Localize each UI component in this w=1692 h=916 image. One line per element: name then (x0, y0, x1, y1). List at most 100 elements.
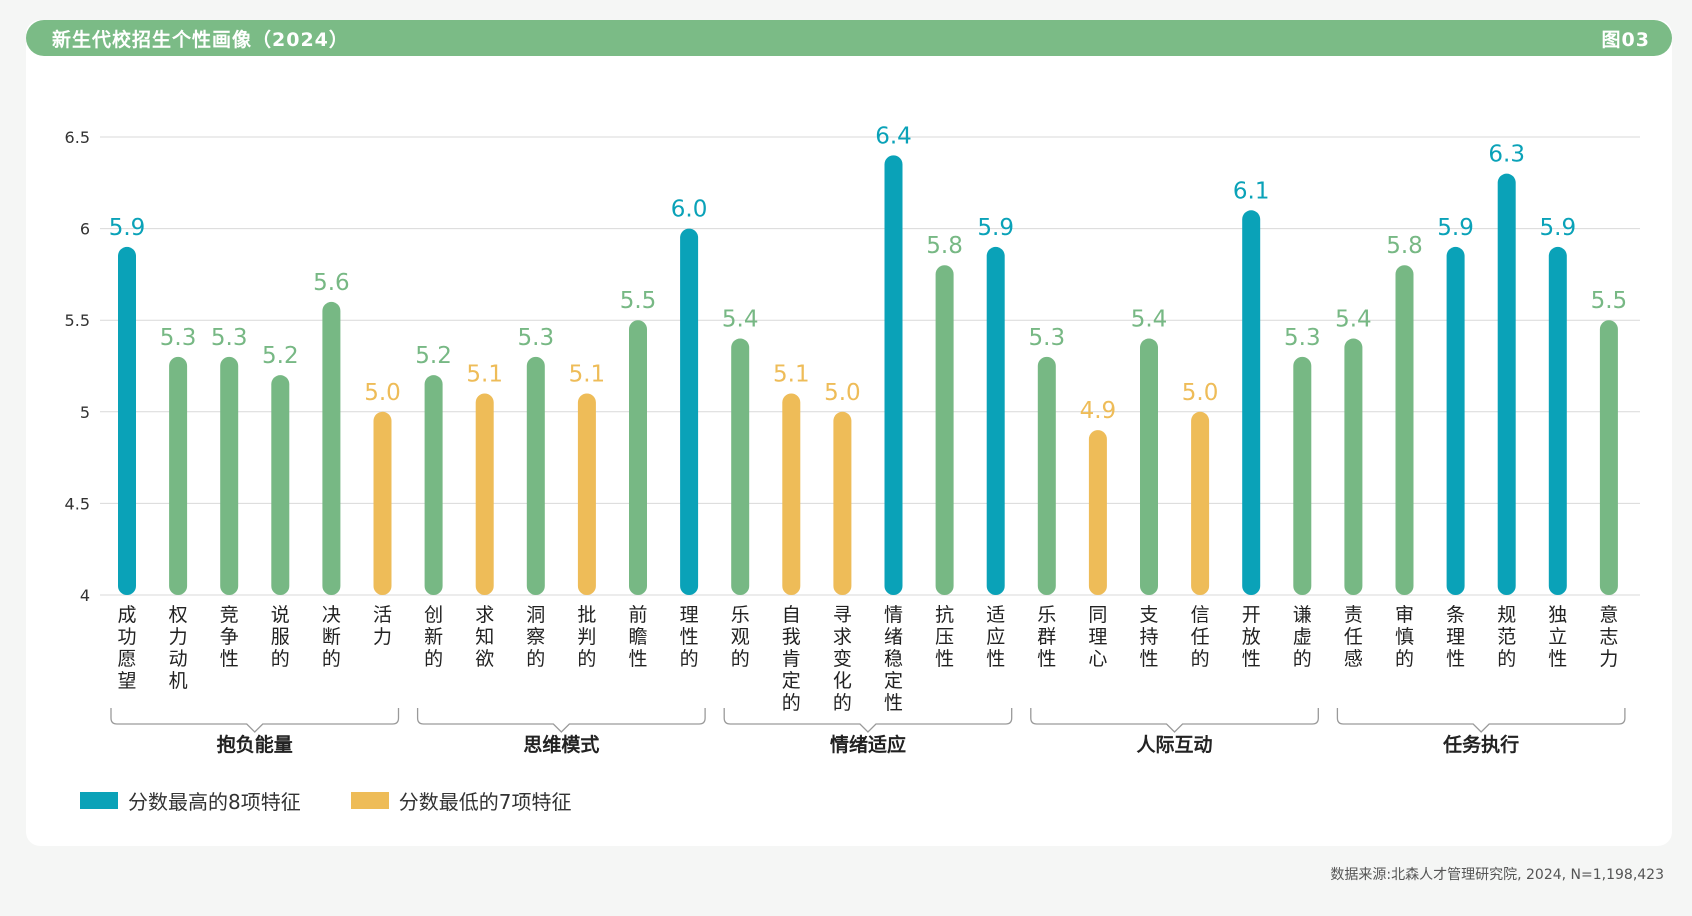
category-label-char: 责 (1344, 604, 1363, 626)
group-label: 抱负能量 (217, 733, 293, 756)
bar (1395, 265, 1414, 595)
data-label: 5.3 (1029, 325, 1066, 351)
category-label-char: 肯 (782, 648, 801, 670)
category-label-char: 的 (322, 648, 341, 670)
category-label-char: 绪 (884, 626, 903, 648)
category-label-char: 性 (1037, 648, 1056, 670)
data-label: 5.0 (824, 380, 861, 406)
category-label-char: 功 (117, 626, 136, 648)
data-label: 6.0 (671, 197, 708, 223)
category-label-char: 望 (117, 670, 136, 692)
category-label-char: 开 (1242, 604, 1261, 626)
data-label: 5.2 (415, 343, 452, 369)
bar (118, 246, 136, 596)
category-label-char: 瞻 (628, 626, 647, 648)
category-label-char: 创 (424, 604, 443, 626)
bar (424, 375, 443, 595)
category-label-char: 权 (169, 604, 188, 626)
bar (884, 155, 903, 595)
category-label-char: 求 (475, 604, 494, 626)
legend-item-low: 分数最低的7项特征 (350, 786, 571, 815)
category-label-char: 判 (577, 626, 596, 648)
bar (373, 411, 392, 595)
bar (322, 301, 341, 595)
category-label-char: 理 (1088, 626, 1107, 648)
category-label-char: 欲 (475, 648, 494, 670)
legend-swatch-high (80, 792, 118, 809)
group-bracket (723, 708, 1013, 733)
category-label-char: 的 (1395, 648, 1414, 670)
data-label: 5.9 (1540, 215, 1577, 241)
category-label-char: 持 (1139, 626, 1158, 648)
legend-label-high: 分数最高的8项特征 (128, 790, 301, 814)
category-label-char: 同 (1088, 604, 1107, 626)
bar (1599, 320, 1618, 595)
category-label-char: 的 (731, 648, 750, 670)
group-label: 情绪适应 (830, 733, 906, 756)
legend: 分数最高的8项特征 分数最低的7项特征 (80, 786, 571, 815)
category-label-char: 的 (1191, 648, 1210, 670)
category-label-char: 力 (373, 626, 392, 648)
bar (1191, 411, 1210, 595)
category-label-char: 信 (1191, 604, 1210, 626)
category-label-char: 应 (986, 626, 1005, 648)
bar (1446, 246, 1465, 596)
category-label-char: 审 (1395, 604, 1414, 626)
category-label-char: 批 (577, 604, 596, 626)
category-label-char: 性 (1446, 648, 1465, 670)
bar (935, 265, 954, 595)
category-label-char: 理 (680, 604, 699, 626)
y-tick-label: 4 (80, 586, 90, 605)
category-label-char: 性 (986, 648, 1005, 670)
category-label-char: 的 (833, 692, 852, 714)
bar (577, 393, 596, 595)
bar (1140, 338, 1158, 595)
category-label-char: 放 (1242, 626, 1261, 648)
group-bracket (110, 708, 400, 733)
data-label: 5.5 (1591, 288, 1628, 314)
category-label-char: 的 (271, 648, 290, 670)
bar (220, 356, 239, 595)
data-source: 数据来源:北森人才管理研究院, 2024, N=1,198,423 (1330, 867, 1664, 883)
data-label: 6.1 (1233, 178, 1270, 204)
category-label-char: 力 (169, 626, 188, 648)
bar (169, 356, 188, 595)
category-label-char: 观 (731, 626, 750, 648)
category-label-char: 服 (271, 626, 290, 648)
category-label-char: 志 (1599, 626, 1618, 648)
bar (1037, 356, 1056, 595)
bar (475, 393, 494, 595)
data-label: 5.4 (1335, 307, 1372, 333)
data-label: 5.3 (211, 325, 248, 351)
data-label: 5.6 (313, 270, 350, 296)
figure-number: 图03 (1601, 28, 1650, 51)
category-label-char: 乐 (731, 604, 750, 626)
data-label: 5.9 (109, 215, 146, 241)
category-label-char: 性 (220, 648, 239, 670)
category-label-char: 心 (1088, 648, 1107, 670)
category-label-char: 寻 (833, 604, 852, 626)
category-label-char: 的 (526, 648, 545, 670)
category-label-char: 自 (782, 604, 801, 626)
category-label-char: 机 (169, 670, 188, 692)
category-label-char: 愿 (117, 648, 136, 670)
category-label-char: 活 (373, 604, 392, 626)
category-label-char: 知 (475, 626, 494, 648)
category-label-char: 乐 (1037, 604, 1056, 626)
group-bracket (1336, 708, 1626, 733)
data-label: 5.2 (262, 343, 299, 369)
bar (782, 393, 801, 595)
legend-swatch-low (350, 792, 389, 809)
bar (986, 246, 1005, 596)
bar (1242, 210, 1261, 595)
category-label-char: 压 (935, 626, 954, 648)
category-label-char: 察 (526, 626, 545, 648)
category-label-char: 说 (271, 604, 290, 626)
category-label-char: 决 (322, 604, 341, 626)
category-label-char: 的 (680, 648, 699, 670)
category-label-char: 谦 (1293, 604, 1312, 626)
data-label: 6.4 (875, 123, 912, 149)
y-tick-label: 4.5 (65, 494, 90, 513)
y-tick-label: 5 (80, 403, 90, 422)
category-label-char: 规 (1497, 604, 1516, 626)
